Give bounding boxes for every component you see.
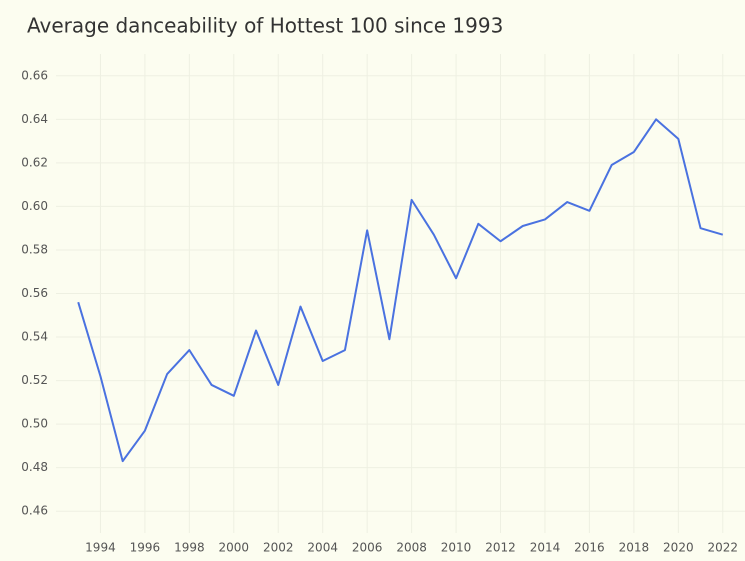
x-tick-label: 2020: [663, 541, 694, 555]
x-tick-label: 1996: [130, 541, 161, 555]
line: [77, 118, 724, 463]
x-tick-label: 2014: [530, 541, 561, 555]
y-tick-label: 0.60: [21, 199, 48, 213]
y-tick-label: 0.48: [21, 460, 48, 474]
x-tick-label: 2002: [263, 541, 294, 555]
y-tick-label: 0.52: [21, 373, 48, 387]
x-tick-label: 2000: [219, 541, 250, 555]
x-tick-label: 2022: [708, 541, 739, 555]
x-tick-label: 2012: [485, 541, 516, 555]
x-tick-label: 1998: [174, 541, 205, 555]
x-tick-label: 2004: [307, 541, 338, 555]
chart-title: Average danceability of Hottest 100 sinc…: [27, 14, 503, 38]
x-tick-label: 2010: [441, 541, 472, 555]
x-tick-label: 2008: [396, 541, 427, 555]
y-tick-label: 0.64: [21, 112, 48, 126]
y-tick-label: 0.58: [21, 242, 48, 256]
y-tick-label: 0.54: [21, 330, 48, 344]
y-tick-label: 0.62: [21, 155, 48, 169]
y-tick-label: 0.46: [21, 504, 48, 518]
x-tick-label: 2006: [352, 541, 383, 555]
x-tick-label: 2018: [619, 541, 650, 555]
y-tick-label: 0.56: [21, 286, 48, 300]
x-tick-label: 1994: [85, 541, 116, 555]
y-tick-label: 0.50: [21, 417, 48, 431]
y-tick-label: 0.66: [21, 68, 48, 82]
x-tick-label: 2016: [574, 541, 605, 555]
